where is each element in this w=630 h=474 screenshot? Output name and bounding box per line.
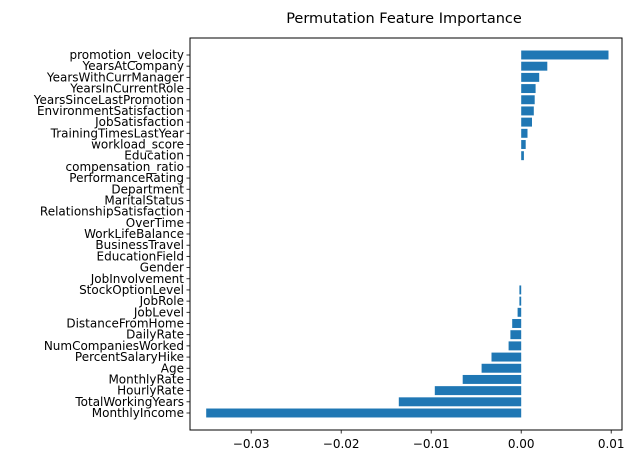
- bar: [206, 408, 522, 418]
- y-tick-label: TrainingTimesLastYear: [50, 126, 184, 140]
- bar: [521, 95, 535, 105]
- y-tick-label: StockOptionLevel: [79, 283, 184, 297]
- bar: [521, 151, 524, 161]
- y-tick-label: JobLevel: [133, 305, 184, 319]
- y-tick-label: RelationshipSatisfaction: [40, 205, 184, 219]
- y-tick-label: JobRole: [139, 294, 184, 308]
- y-tick-label: Gender: [140, 261, 184, 275]
- y-tick-label: MonthlyRate: [108, 372, 184, 386]
- y-tick-label: WorkLifeBalance: [84, 227, 184, 241]
- x-tick-label: 0.01: [598, 437, 625, 451]
- plot-frame: [189, 37, 623, 431]
- y-tick-label: JobInvolvement: [90, 272, 185, 286]
- bar: [512, 319, 522, 328]
- y-tick-label: DailyRate: [126, 328, 184, 342]
- y-tick-label: MonthlyIncome: [92, 406, 184, 420]
- y-tick-label: OverTime: [126, 216, 184, 230]
- y-tick-label: YearsInCurrentRole: [69, 82, 184, 96]
- y-tick-label: BusinessTravel: [95, 238, 184, 252]
- bar: [434, 386, 522, 396]
- bars-layer: [206, 50, 609, 418]
- y-tick-label: workload_score: [91, 138, 184, 152]
- x-tick-label: −0.01: [413, 437, 450, 451]
- y-tick-label: YearsAtCompany: [82, 59, 184, 73]
- y-tick-label: Education: [124, 149, 184, 163]
- bar: [521, 128, 528, 138]
- y-tick-label: MaritalStatus: [104, 193, 184, 207]
- y-tick-label: Age: [161, 361, 184, 375]
- bar: [521, 106, 534, 116]
- y-tick-label: PercentSalaryHike: [75, 350, 184, 364]
- y-tick-label: promotion_velocity: [69, 48, 184, 62]
- bar: [481, 363, 522, 373]
- bar: [517, 307, 522, 317]
- y-tick-label: Department: [111, 182, 184, 196]
- y-tick-label: TotalWorkingYears: [74, 395, 184, 409]
- y-axis-ticks: promotion_velocityYearsAtCompanyYearsWit…: [33, 48, 190, 420]
- y-tick-label: NumCompaniesWorked: [44, 339, 184, 353]
- y-tick-label: YearsSinceLastPromotion: [33, 93, 184, 107]
- y-tick-label: PerformanceRating: [69, 171, 184, 185]
- y-tick-label: DistanceFromHome: [66, 317, 184, 331]
- x-tick-label: 0.00: [508, 437, 535, 451]
- bar: [519, 285, 522, 295]
- x-axis-ticks: −0.03 −0.02 −0.01 0.00 0.01: [233, 430, 625, 451]
- y-tick-label: HourlyRate: [117, 384, 184, 398]
- x-tick-label: −0.03: [233, 437, 270, 451]
- y-tick-label: EnvironmentSatisfaction: [37, 104, 184, 118]
- chart-title: Permutation Feature Importance: [286, 11, 522, 27]
- bar: [521, 50, 609, 60]
- bar: [508, 341, 522, 351]
- bar: [462, 374, 522, 384]
- x-tick-label: −0.02: [323, 437, 360, 451]
- bar: [521, 140, 526, 149]
- bar: [521, 84, 536, 94]
- bar: [521, 72, 540, 82]
- y-tick-label: YearsWithCurrManager: [46, 70, 184, 84]
- bar: [510, 330, 522, 340]
- bar: [519, 296, 522, 306]
- y-tick-label: EducationField: [97, 249, 184, 263]
- bar: [491, 352, 522, 362]
- bar: [521, 117, 532, 127]
- y-tick-label: JobSatisfaction: [94, 115, 184, 129]
- bar: [521, 61, 548, 71]
- bar: [398, 397, 522, 407]
- y-tick-label: compensation_ratio: [66, 160, 185, 174]
